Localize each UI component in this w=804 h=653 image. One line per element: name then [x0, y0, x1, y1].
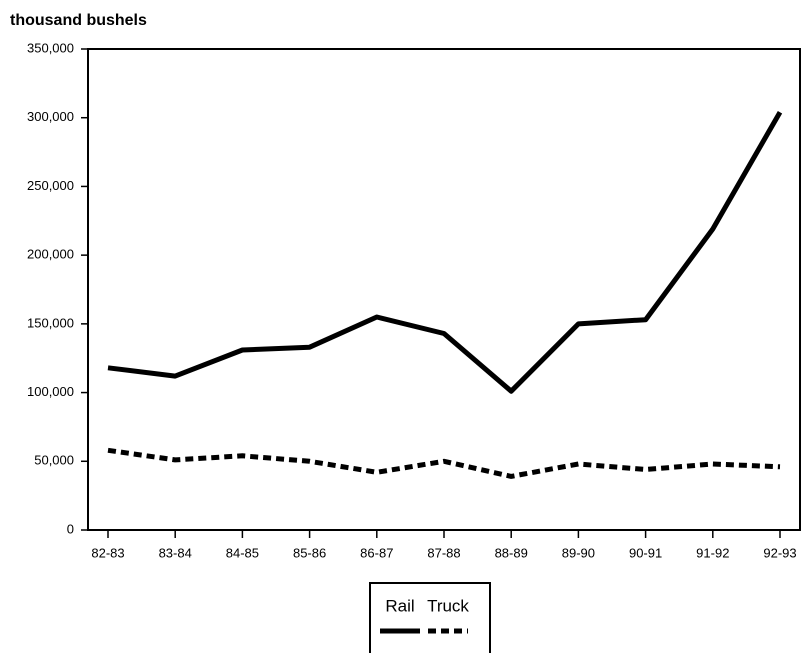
x-tick-label: 88-89 [495, 545, 528, 560]
x-tick-label: 89-90 [562, 545, 595, 560]
y-tick-label: 250,000 [27, 178, 74, 193]
x-tick-label: 91-92 [696, 545, 729, 560]
y-tick-label: 200,000 [27, 247, 74, 262]
x-tick-label: 86-87 [360, 545, 393, 560]
x-tick-label: 92-93 [763, 545, 796, 560]
legend-label: Rail [385, 596, 414, 615]
y-tick-label: 300,000 [27, 109, 74, 124]
y-tick-label: 100,000 [27, 384, 74, 399]
x-tick-label: 87-88 [427, 545, 460, 560]
legend-label: Truck [427, 596, 469, 615]
series-line [107, 447, 781, 479]
legend-box [369, 582, 491, 653]
y-tick-label: 350,000 [27, 40, 74, 55]
x-tick-label: 84-85 [226, 545, 259, 560]
y-tick-label: 150,000 [27, 315, 74, 330]
y-axis-label: thousand bushels [10, 12, 147, 29]
y-tick-label: 50,000 [34, 453, 74, 468]
x-tick-label: 85-86 [293, 545, 326, 560]
y-tick-label: 0 [67, 521, 74, 536]
x-tick-label: 90-91 [629, 545, 662, 560]
plot-frame [87, 48, 801, 531]
x-tick-label: 83-84 [159, 545, 192, 560]
x-tick-label: 82-83 [91, 545, 124, 560]
series-line [107, 110, 783, 394]
